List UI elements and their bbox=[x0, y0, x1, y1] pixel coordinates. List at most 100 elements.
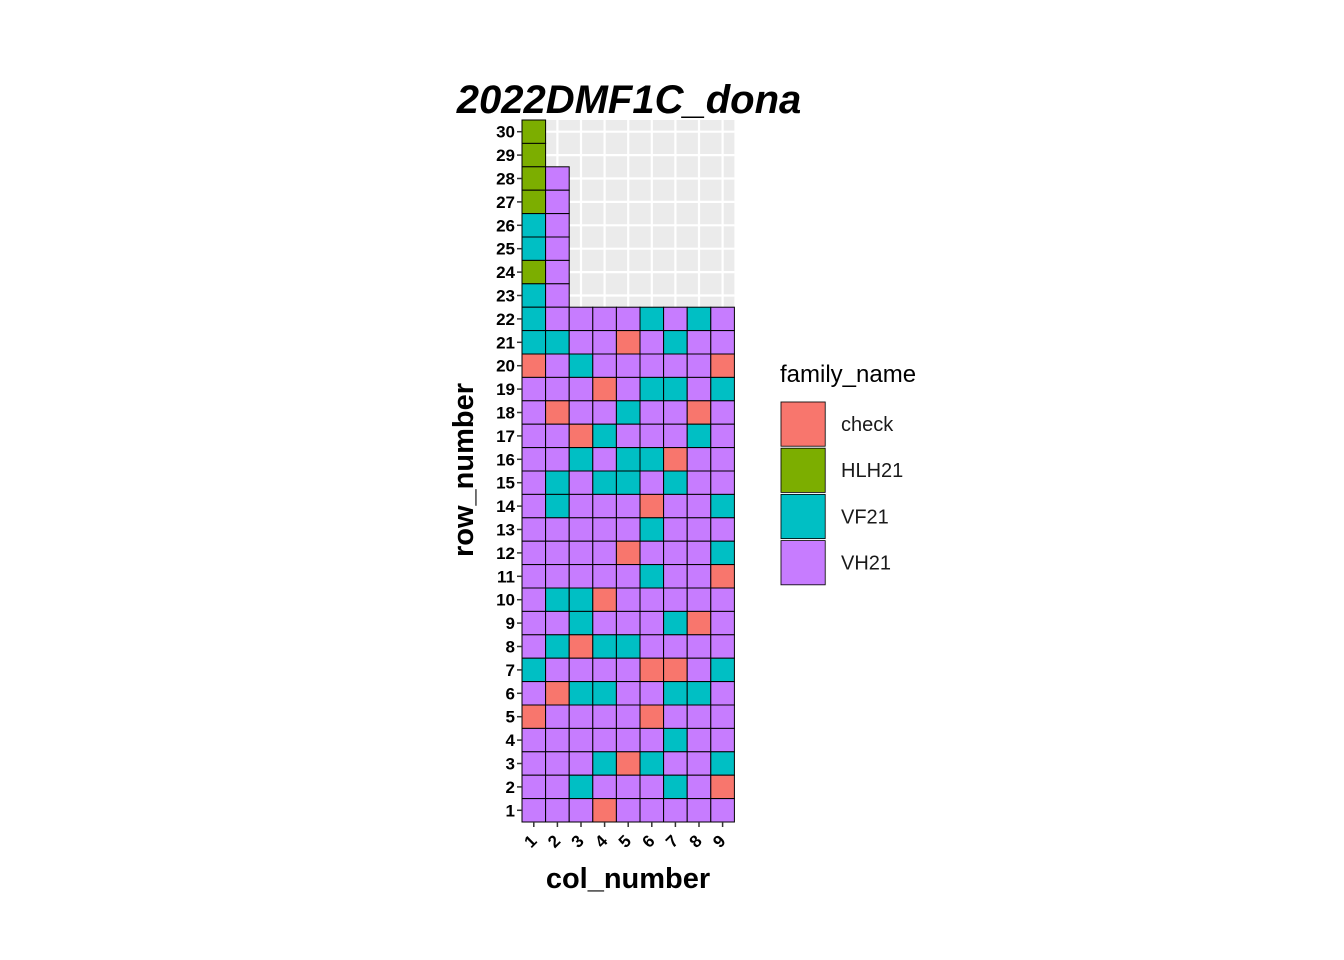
heatmap-cell bbox=[545, 727, 570, 753]
heatmap-cell bbox=[663, 353, 688, 378]
heatmap-cell bbox=[639, 376, 665, 402]
legend-entries: check HLH21 VF21 VH21 bbox=[780, 401, 903, 586]
heatmap-cell bbox=[545, 330, 570, 355]
heatmap-cell bbox=[545, 376, 570, 402]
legend-label: VF21 bbox=[841, 506, 889, 528]
heatmap-cell bbox=[615, 564, 641, 589]
heatmap-cell bbox=[615, 447, 641, 472]
heatmap-cell bbox=[521, 376, 547, 402]
heatmap-cell bbox=[686, 540, 712, 566]
heatmap-cell bbox=[592, 470, 617, 495]
heatmap-cell bbox=[545, 213, 570, 238]
heatmap-cell bbox=[545, 681, 570, 706]
heatmap-cell bbox=[545, 610, 570, 636]
heatmap-cell bbox=[710, 564, 735, 589]
y-tick-label: 17 bbox=[496, 427, 515, 446]
heatmap-cell bbox=[615, 610, 641, 636]
heatmap-cell bbox=[615, 798, 641, 823]
heatmap-cell bbox=[639, 798, 665, 823]
y-tick-label: 21 bbox=[496, 333, 515, 352]
heatmap-cell bbox=[710, 423, 735, 449]
y-tick-label: 23 bbox=[496, 287, 515, 306]
heatmap-cell bbox=[545, 634, 570, 659]
legend-key bbox=[780, 540, 826, 586]
heatmap-cell bbox=[639, 751, 665, 776]
heatmap-cell bbox=[686, 634, 712, 659]
heatmap-cell bbox=[521, 587, 547, 612]
heatmap-cell bbox=[545, 166, 570, 191]
heatmap-cell bbox=[686, 798, 712, 823]
heatmap-cell bbox=[568, 423, 594, 449]
heatmap-cell bbox=[568, 493, 594, 519]
y-tick-label: 30 bbox=[496, 123, 515, 142]
heatmap-cell bbox=[521, 610, 547, 636]
heatmap-cell bbox=[710, 727, 735, 753]
heatmap-cell bbox=[615, 751, 641, 776]
heatmap-cell bbox=[568, 564, 594, 589]
y-tick-label: 2 bbox=[506, 778, 515, 797]
y-tick-label: 26 bbox=[496, 216, 515, 235]
heatmap-cell bbox=[545, 587, 570, 612]
heatmap-cell bbox=[545, 189, 570, 215]
heatmap-cell bbox=[521, 727, 547, 753]
x-tick-label: 3 bbox=[568, 831, 588, 851]
y-tick-label: 22 bbox=[496, 310, 515, 329]
y-tick-label: 18 bbox=[496, 404, 515, 423]
heatmap-cell bbox=[592, 447, 617, 472]
heatmap-cell bbox=[521, 540, 547, 566]
heatmap-cell bbox=[568, 376, 594, 402]
heatmap-cell bbox=[568, 727, 594, 753]
heatmap-cell bbox=[592, 540, 617, 566]
heatmap-cell bbox=[521, 213, 547, 238]
heatmap-cell bbox=[568, 470, 594, 495]
heatmap-cell bbox=[592, 330, 617, 355]
heatmap-cell bbox=[663, 470, 688, 495]
heatmap-cell bbox=[639, 306, 665, 332]
heatmap-cell bbox=[639, 681, 665, 706]
y-tick-label: 13 bbox=[496, 521, 515, 540]
heatmap-cell bbox=[663, 564, 688, 589]
heatmap-cell bbox=[615, 423, 641, 449]
heatmap-cell bbox=[545, 751, 570, 776]
y-tick-label: 20 bbox=[496, 357, 515, 376]
heatmap-cell bbox=[615, 727, 641, 753]
heatmap-cell bbox=[592, 634, 617, 659]
heatmap-cell bbox=[639, 353, 665, 378]
heatmap-cell bbox=[592, 564, 617, 589]
heatmap-cell bbox=[568, 634, 594, 659]
heatmap-cell bbox=[568, 306, 594, 332]
heatmap-cell bbox=[710, 587, 735, 612]
heatmap-cell bbox=[686, 657, 712, 683]
heatmap-cell bbox=[568, 517, 594, 542]
x-tick-label: 9 bbox=[709, 831, 729, 851]
y-tick-label: 11 bbox=[497, 567, 515, 586]
heatmap-cell bbox=[686, 704, 712, 729]
heatmap-cell bbox=[568, 447, 594, 472]
heatmap-cell bbox=[568, 751, 594, 776]
y-tick-label: 8 bbox=[506, 638, 515, 657]
heatmap-cell bbox=[521, 142, 547, 168]
heatmap-cell bbox=[521, 493, 547, 519]
heatmap-cell bbox=[710, 657, 735, 683]
heatmap-cell bbox=[663, 587, 688, 612]
heatmap-cell bbox=[663, 306, 688, 332]
heatmap-cell bbox=[615, 330, 641, 355]
legend-key bbox=[780, 447, 826, 493]
heatmap-cell bbox=[545, 400, 570, 425]
x-tick-label: 6 bbox=[638, 831, 658, 851]
y-axis-title: row_number bbox=[448, 383, 480, 557]
x-axis-title: col_number bbox=[546, 863, 710, 895]
heatmap-cell bbox=[592, 376, 617, 402]
heatmap-cell bbox=[710, 330, 735, 355]
heatmap-cell bbox=[568, 798, 594, 823]
y-tick-label: 10 bbox=[496, 591, 515, 610]
heatmap-cell bbox=[521, 704, 547, 729]
heatmap-cell bbox=[710, 704, 735, 729]
heatmap-cell bbox=[592, 587, 617, 612]
y-tick-label: 4 bbox=[506, 731, 516, 750]
heatmap-cell bbox=[615, 376, 641, 402]
heatmap-cell bbox=[710, 447, 735, 472]
heatmap-cell bbox=[545, 259, 570, 285]
x-tick-label: 7 bbox=[662, 831, 682, 851]
heatmap-cell bbox=[545, 564, 570, 589]
